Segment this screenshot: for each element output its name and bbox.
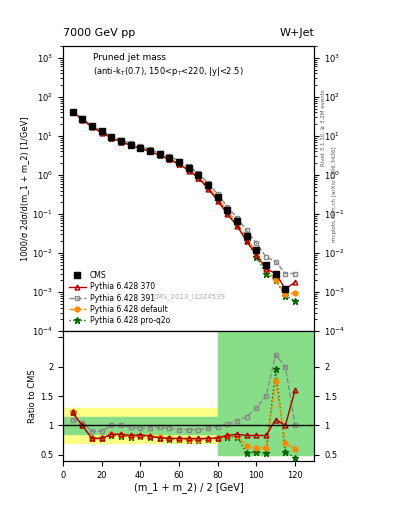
X-axis label: (m_1 + m_2) / 2 [GeV]: (m_1 + m_2) / 2 [GeV] <box>134 482 244 493</box>
Text: W+Jet: W+Jet <box>279 28 314 38</box>
Text: mcplots.cern.ch [arXiv:1306.3436]: mcplots.cern.ch [arXiv:1306.3436] <box>332 147 337 242</box>
Text: (anti-k$_\mathregular{T}$(0.7), 150<p$_\mathregular{T}$<220, |y|<2.5): (anti-k$_\mathregular{T}$(0.7), 150<p$_\… <box>93 65 244 78</box>
Text: Pruned jet mass: Pruned jet mass <box>93 53 166 62</box>
Text: 7000 GeV pp: 7000 GeV pp <box>63 28 135 38</box>
Text: CMS_2013_I1224539: CMS_2013_I1224539 <box>152 293 225 301</box>
Text: Rivet 3.1.10, ≥ 3.2M events: Rivet 3.1.10, ≥ 3.2M events <box>320 90 325 166</box>
Y-axis label: Ratio to CMS: Ratio to CMS <box>28 369 37 423</box>
Legend: CMS, Pythia 6.428 370, Pythia 6.428 391, Pythia 6.428 default, Pythia 6.428 pro-: CMS, Pythia 6.428 370, Pythia 6.428 391,… <box>67 269 172 327</box>
Y-axis label: 1000/σ 2dσ/d(m_1 + m_2) [1/GeV]: 1000/σ 2dσ/d(m_1 + m_2) [1/GeV] <box>20 116 29 261</box>
